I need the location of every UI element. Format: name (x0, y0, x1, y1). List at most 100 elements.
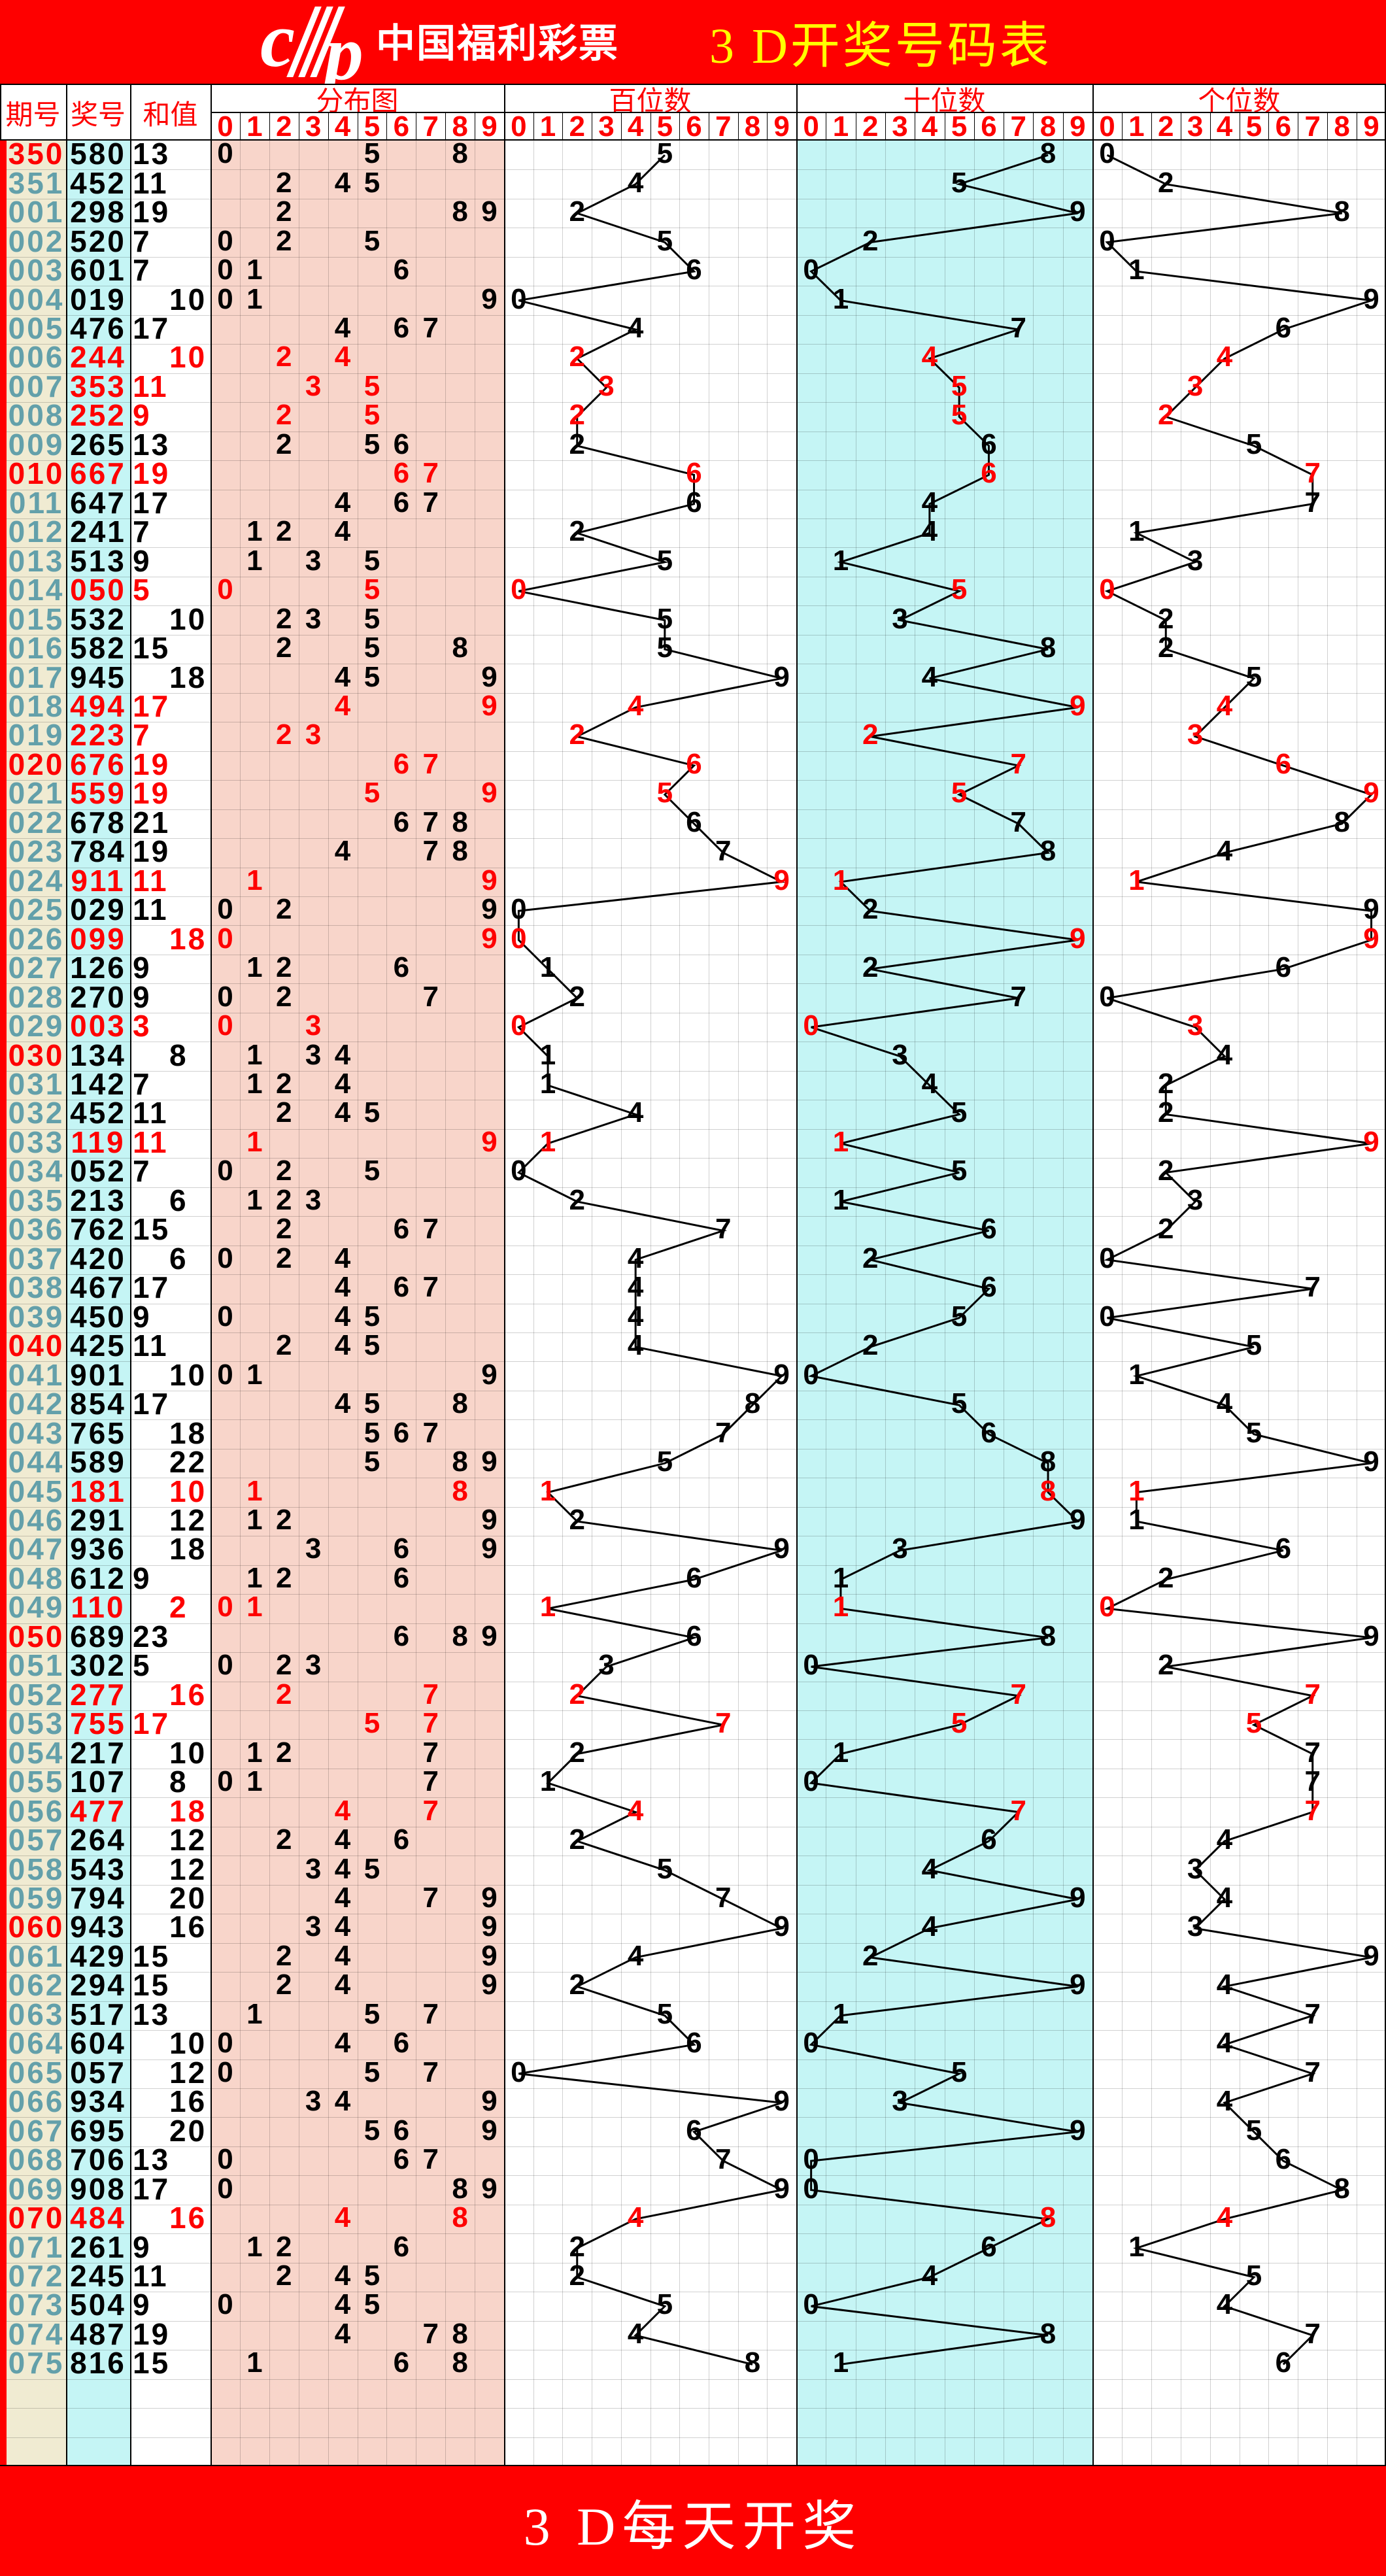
grid-vline (269, 141, 270, 2466)
title-band: c p 中国福利彩票 3 D开奖号码表 (0, 0, 1386, 85)
sum-cell: 13 (133, 137, 171, 171)
period-cell: 038 (8, 1270, 65, 1305)
distribution-digit: 0 (217, 893, 233, 926)
tens-digit-point: 8 (1040, 1474, 1056, 1507)
sum-cell: 23 (133, 1619, 171, 1653)
digit-header-cell: 6 (973, 110, 1004, 143)
distribution-digit: 6 (393, 254, 410, 286)
sum-cell: 18 (169, 1415, 207, 1450)
sum-cell: 11 (133, 165, 169, 200)
digit-header-cell: 3 (592, 110, 621, 143)
units-digit-point: 7 (1304, 1678, 1321, 1710)
winning-number-cell: 532 (70, 602, 126, 636)
winning-number-cell: 678 (70, 805, 126, 840)
hund-digit-point: 2 (569, 719, 585, 751)
digit-header-cell: 8 (445, 110, 475, 143)
distribution-digit: 7 (422, 2143, 439, 2176)
distribution-digit: 4 (334, 1882, 351, 1914)
distribution-digit: 2 (276, 1155, 292, 1187)
tens-digit-point: 1 (832, 1126, 849, 1159)
period-cell: 017 (8, 660, 65, 694)
winning-number-cell: 126 (70, 951, 126, 985)
distribution-digit: 0 (217, 1009, 233, 1042)
period-cell: 055 (8, 1765, 65, 1799)
distribution-digit: 4 (334, 2318, 351, 2350)
winning-number-cell: 513 (70, 543, 126, 578)
sum-cell: 17 (133, 689, 171, 724)
winning-number-cell: 420 (70, 1241, 126, 1276)
grid-hline (7, 1710, 1386, 1711)
digit-header-cell: 8 (1327, 110, 1357, 143)
hund-digit-point: 1 (539, 1068, 556, 1100)
distribution-digit: 0 (217, 1242, 233, 1275)
grid-hline (7, 1070, 1386, 1072)
tens-digit-point: 2 (862, 893, 879, 926)
group-header-tens: 十位数 (796, 85, 1092, 117)
period-cell: 003 (8, 253, 65, 288)
period-cell: 020 (8, 747, 65, 782)
sum-cell: 18 (169, 921, 207, 956)
distribution-digit: 0 (217, 1358, 233, 1391)
grid-hline (7, 1506, 1386, 1508)
distribution-digit: 2 (276, 1562, 292, 1595)
winning-number-cell: 612 (70, 1561, 126, 1596)
sum-cell: 6 (169, 1241, 188, 1276)
period-cell: 025 (8, 892, 65, 927)
units-digit-point: 1 (1128, 254, 1145, 286)
period-cell: 035 (8, 1183, 65, 1218)
units-digit-point: 7 (1304, 1271, 1321, 1304)
units-digit-point: 4 (1216, 1823, 1233, 1856)
units-digit-point: 5 (1245, 1707, 1262, 1740)
sum-cell: 18 (169, 1793, 207, 1828)
sum-cell: 19 (133, 776, 171, 811)
brand-title: 中国福利彩票 (376, 22, 619, 66)
winning-number-cell: 429 (70, 1939, 126, 1974)
tens-digit-point: 1 (832, 1736, 849, 1769)
period-cell: 031 (8, 1067, 65, 1102)
tens-line-chart (807, 154, 1080, 2365)
number-column-bg (66, 141, 130, 2466)
distribution-digit: 9 (481, 1358, 498, 1391)
distribution-digit: 3 (305, 370, 322, 403)
sum-cell: 11 (133, 1096, 169, 1130)
winning-number-cell: 244 (70, 340, 126, 375)
distribution-digit: 6 (393, 2114, 410, 2146)
period-cell: 075 (8, 2346, 65, 2381)
distribution-digit: 3 (305, 544, 322, 577)
digit-header-cell: 0 (504, 110, 533, 143)
digit-header-cell: 7 (708, 110, 738, 143)
tens-digit-point: 7 (1010, 980, 1026, 1013)
distribution-digit: 0 (217, 2056, 233, 2088)
sum-cell: 7 (133, 1067, 152, 1102)
sum-cell: 19 (133, 2317, 171, 2352)
period-cell: 070 (8, 2201, 65, 2235)
tens-digit-point: 1 (832, 2347, 849, 2379)
grid-vline (386, 141, 388, 2466)
group-header-units: 个位数 (1092, 85, 1386, 117)
distribution-digit: 4 (334, 1852, 351, 1885)
tens-digit-point: 0 (803, 2143, 819, 2176)
hund-digit-point: 2 (569, 1504, 585, 1536)
period-cell: 046 (8, 1503, 65, 1538)
distribution-digit: 6 (393, 457, 410, 490)
units-panel-bg (1092, 141, 1386, 2466)
period-cell: 009 (8, 428, 65, 462)
distribution-digit: 1 (246, 1562, 263, 1595)
hund-digit-point: 7 (715, 1882, 732, 1914)
units-digit-point: 2 (1158, 632, 1174, 664)
winning-number-cell: 706 (70, 2143, 126, 2177)
hund-digit-point: 5 (656, 1852, 673, 1885)
units-digit-point: 0 (1099, 224, 1115, 257)
hund-digit-point: 4 (627, 1271, 644, 1304)
distribution-digit: 1 (246, 2347, 263, 2379)
distribution-digit: 3 (305, 1038, 322, 1071)
distribution-digit: 6 (393, 1620, 410, 1653)
hund-digit-point: 3 (598, 370, 615, 403)
period-cell: 065 (8, 2055, 65, 2090)
hund-digit-point: 7 (715, 2143, 732, 2176)
units-digit-point: 4 (1216, 2201, 1233, 2234)
grid-hline (7, 1216, 1386, 1217)
period-cell: 036 (8, 1212, 65, 1247)
units-digit-point: 9 (1363, 1446, 1379, 1478)
period-cell: 350 (8, 137, 65, 171)
